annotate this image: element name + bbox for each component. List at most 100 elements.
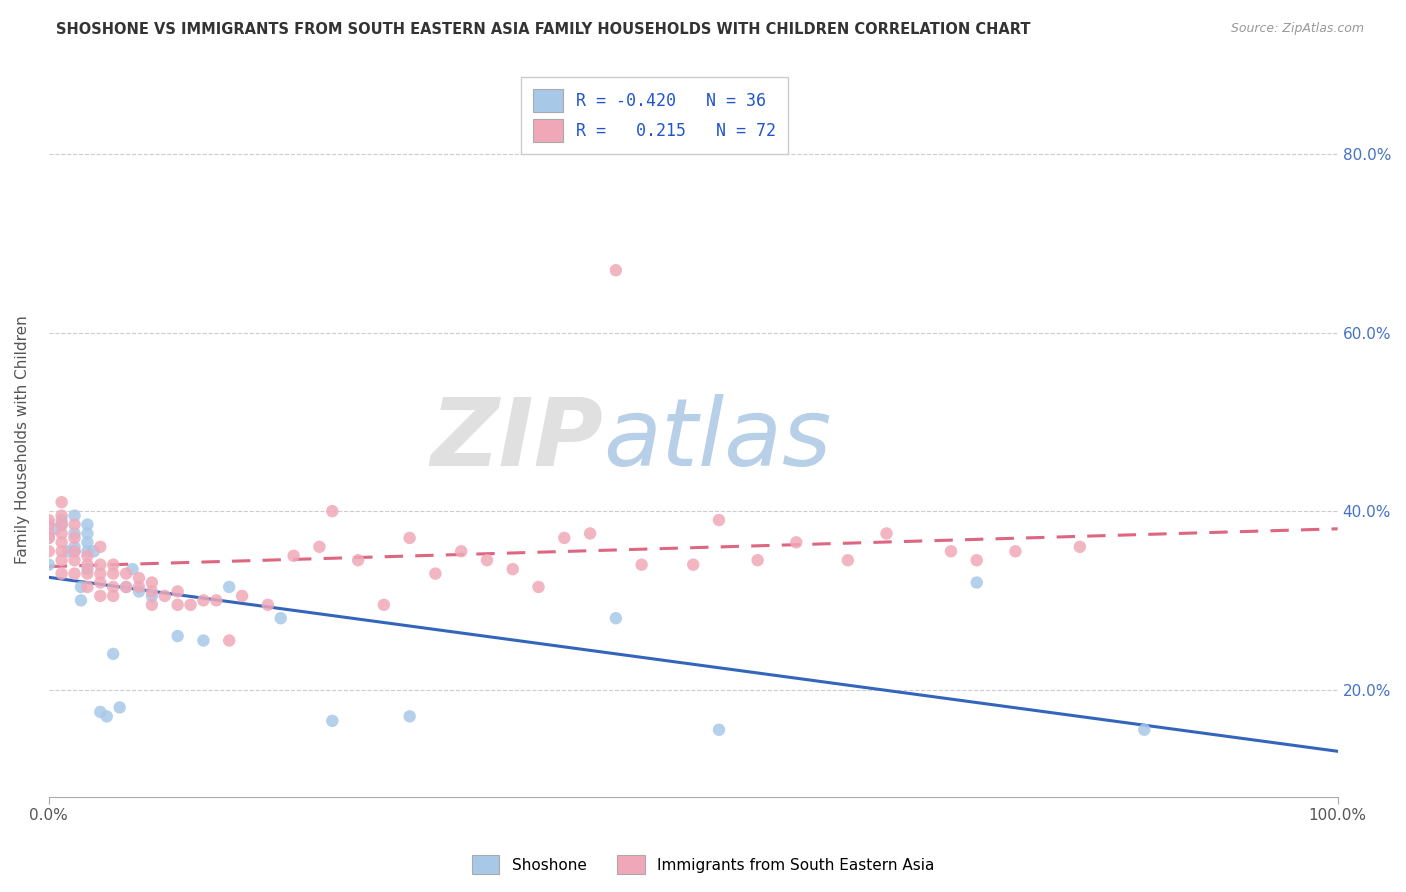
Point bbox=[76, 517, 98, 532]
Point bbox=[51, 513, 73, 527]
Point bbox=[425, 566, 447, 581]
Point bbox=[63, 517, 86, 532]
Text: atlas: atlas bbox=[603, 394, 831, 485]
Point bbox=[63, 544, 86, 558]
Point bbox=[63, 544, 86, 558]
Point bbox=[579, 526, 602, 541]
Point bbox=[56, 544, 79, 558]
Point bbox=[63, 508, 86, 523]
Point bbox=[166, 598, 188, 612]
Point bbox=[70, 593, 93, 607]
Point bbox=[205, 593, 228, 607]
Point bbox=[76, 580, 98, 594]
Point bbox=[76, 526, 98, 541]
Point bbox=[76, 535, 98, 549]
Point bbox=[166, 584, 188, 599]
Point bbox=[747, 553, 769, 567]
Point bbox=[398, 709, 420, 723]
Point bbox=[38, 513, 60, 527]
Point bbox=[76, 544, 98, 558]
Point bbox=[51, 508, 73, 523]
Point bbox=[103, 647, 125, 661]
Point bbox=[108, 700, 131, 714]
Point bbox=[89, 566, 111, 581]
Point bbox=[283, 549, 305, 563]
Point bbox=[785, 535, 807, 549]
Point bbox=[70, 580, 93, 594]
Point bbox=[707, 723, 730, 737]
Point bbox=[966, 575, 988, 590]
Point bbox=[166, 629, 188, 643]
Point bbox=[76, 562, 98, 576]
Point bbox=[141, 598, 163, 612]
Point bbox=[837, 553, 859, 567]
Point bbox=[218, 633, 240, 648]
Point bbox=[103, 558, 125, 572]
Point bbox=[308, 540, 330, 554]
Point bbox=[502, 562, 524, 576]
Point bbox=[321, 504, 343, 518]
Point bbox=[193, 633, 215, 648]
Point bbox=[373, 598, 395, 612]
Text: ZIP: ZIP bbox=[430, 393, 603, 486]
Point bbox=[966, 553, 988, 567]
Point bbox=[153, 589, 176, 603]
Point bbox=[51, 544, 73, 558]
Point bbox=[103, 589, 125, 603]
Point bbox=[96, 709, 118, 723]
Point bbox=[103, 566, 125, 581]
Point bbox=[450, 544, 472, 558]
Point bbox=[605, 611, 627, 625]
Legend: Shoshone, Immigrants from South Eastern Asia: Shoshone, Immigrants from South Eastern … bbox=[465, 849, 941, 880]
Point bbox=[141, 584, 163, 599]
Y-axis label: Family Households with Children: Family Households with Children bbox=[15, 316, 30, 564]
Point bbox=[1004, 544, 1026, 558]
Point bbox=[38, 531, 60, 545]
Point bbox=[1069, 540, 1091, 554]
Point bbox=[51, 553, 73, 567]
Point bbox=[76, 566, 98, 581]
Point bbox=[38, 544, 60, 558]
Point bbox=[51, 526, 73, 541]
Point bbox=[51, 535, 73, 549]
Point bbox=[475, 553, 498, 567]
Text: Source: ZipAtlas.com: Source: ZipAtlas.com bbox=[1230, 22, 1364, 36]
Point bbox=[63, 531, 86, 545]
Point bbox=[270, 611, 292, 625]
Point bbox=[89, 705, 111, 719]
Point bbox=[115, 566, 138, 581]
Point bbox=[527, 580, 550, 594]
Point bbox=[76, 558, 98, 572]
Point bbox=[605, 263, 627, 277]
Point bbox=[630, 558, 652, 572]
Point bbox=[231, 589, 253, 603]
Point bbox=[141, 589, 163, 603]
Point bbox=[218, 580, 240, 594]
Point bbox=[51, 495, 73, 509]
Point bbox=[63, 526, 86, 541]
Point bbox=[180, 598, 202, 612]
Point bbox=[553, 531, 575, 545]
Point bbox=[44, 522, 66, 536]
Point bbox=[89, 575, 111, 590]
Point bbox=[257, 598, 280, 612]
Point bbox=[89, 540, 111, 554]
Point bbox=[89, 589, 111, 603]
Point bbox=[398, 531, 420, 545]
Point bbox=[347, 553, 370, 567]
Point bbox=[128, 584, 150, 599]
Point bbox=[321, 714, 343, 728]
Point bbox=[38, 531, 60, 545]
Point bbox=[193, 593, 215, 607]
Point bbox=[1133, 723, 1156, 737]
Point bbox=[141, 575, 163, 590]
Point bbox=[682, 558, 704, 572]
Point bbox=[51, 566, 73, 581]
Point bbox=[707, 513, 730, 527]
Point bbox=[63, 540, 86, 554]
Point bbox=[128, 571, 150, 585]
Point bbox=[51, 517, 73, 532]
Point bbox=[89, 558, 111, 572]
Text: SHOSHONE VS IMMIGRANTS FROM SOUTH EASTERN ASIA FAMILY HOUSEHOLDS WITH CHILDREN C: SHOSHONE VS IMMIGRANTS FROM SOUTH EASTER… bbox=[56, 22, 1031, 37]
Point bbox=[38, 558, 60, 572]
